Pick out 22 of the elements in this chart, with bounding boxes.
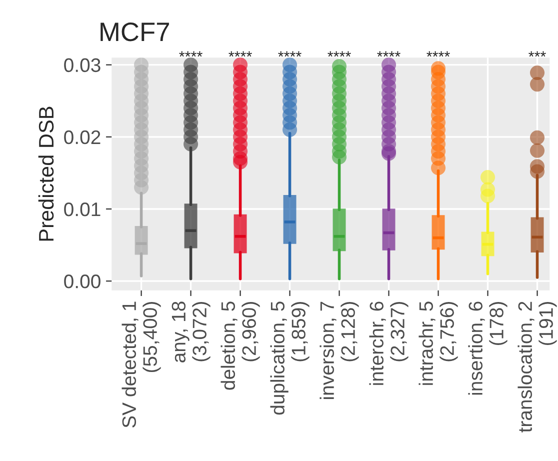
x-tick-label: insertion, 6 (178) — [468, 302, 508, 395]
y-tick-label: 0.00 — [64, 274, 100, 288]
text: **** — [328, 51, 351, 57]
y-tick-label: 0.03 — [64, 58, 100, 72]
x-tick-label: intrachr, 5 (2,756) — [418, 302, 458, 385]
x-tick-label: deletion, 5 (2,960) — [220, 302, 260, 390]
text: **** — [426, 51, 450, 57]
text: **** — [179, 51, 202, 57]
chart-title: MCF7 — [100, 22, 169, 42]
x-tick-label: duplication, 5 (1,859) — [270, 302, 310, 415]
y-axis-title: Predicted DSB — [38, 106, 54, 241]
text: **** — [228, 51, 252, 57]
y-tick-label: 0.01 — [64, 202, 100, 216]
x-tick-label: SV detected, 1 (55,400) — [122, 302, 161, 428]
text: **** — [278, 51, 302, 57]
text: **** — [377, 51, 400, 57]
y-tick-label: 0.02 — [64, 130, 100, 144]
x-tick-label: translocation, 2 (191) — [518, 302, 557, 432]
x-tick-label: inversion, 7 (2,128) — [320, 302, 359, 399]
x-tick-label: any, 18 (3,072) — [172, 302, 210, 362]
text: *** — [528, 51, 546, 57]
x-tick-label: interchr, 6 (2,327) — [369, 302, 408, 385]
